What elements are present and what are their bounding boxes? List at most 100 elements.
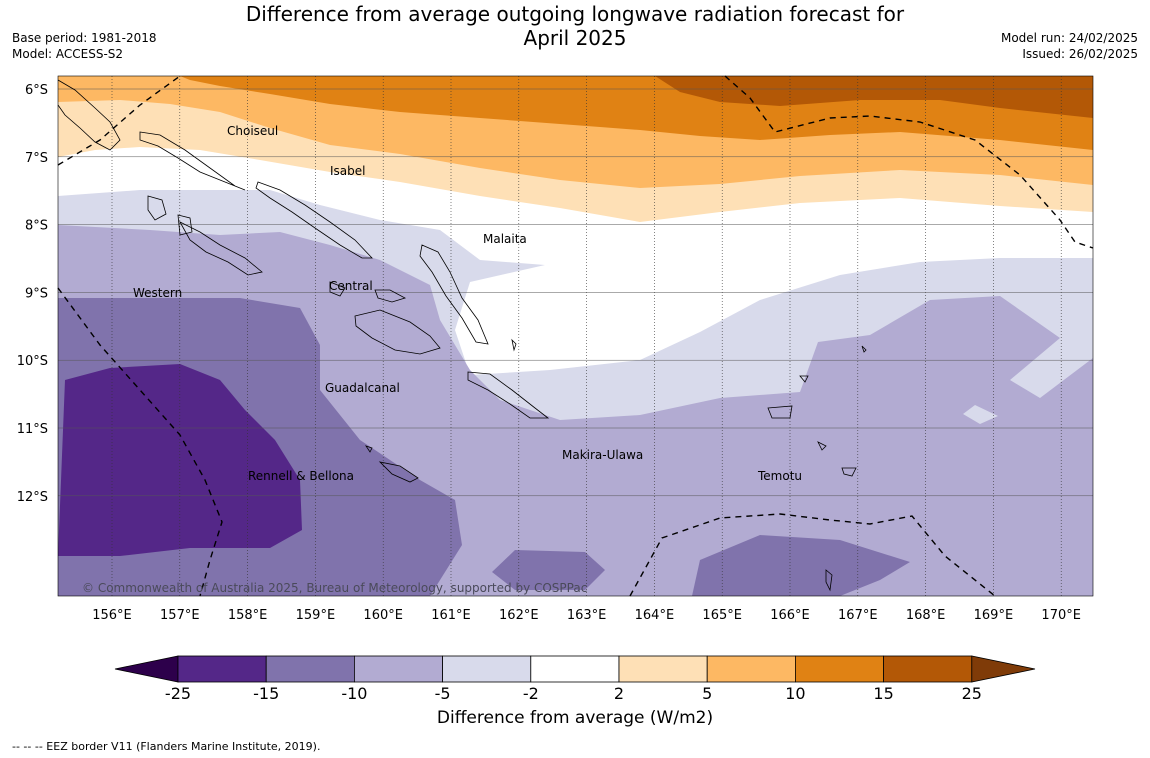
label-choiseul: Choiseul bbox=[227, 124, 278, 138]
label-isabel: Isabel bbox=[330, 164, 365, 178]
meta-left: Base period: 1981-2018 Model: ACCESS-S2 bbox=[12, 30, 157, 62]
coast-vanikoro bbox=[841, 467, 857, 477]
coast-utupua bbox=[817, 441, 827, 451]
colorbar-segment bbox=[618, 655, 708, 683]
colorbar-segment bbox=[795, 655, 885, 683]
lon-tick-label: 156°E bbox=[92, 608, 132, 623]
eez-west bbox=[57, 287, 223, 597]
longitude-axis: 156°E 157°E 158°E 159°E 160°E 161°E 162°E 163°E… bbox=[92, 608, 1081, 623]
colorbar-segment bbox=[177, 655, 267, 683]
colorbar-extend-low bbox=[114, 655, 179, 683]
lon-tick-label: 161°E bbox=[431, 608, 471, 623]
lat-tick-label: 9°S bbox=[25, 286, 48, 301]
colorbar-segment bbox=[265, 655, 355, 683]
eez-legend-footer: -- -- -- EEZ border V11 (Flanders Marine… bbox=[12, 740, 321, 753]
chart-title: Difference from average outgoing longwav… bbox=[0, 2, 1150, 50]
coast-santa-cruz bbox=[767, 405, 793, 419]
coast-malaita bbox=[419, 244, 489, 345]
lat-tick-label: 6°S bbox=[25, 83, 48, 98]
base-period: Base period: 1981-2018 bbox=[12, 31, 157, 45]
coast-kolombangara bbox=[177, 214, 193, 236]
coast-rennell bbox=[378, 461, 419, 483]
colorbar-segment bbox=[706, 655, 796, 683]
label-rennell-bellona: Rennell & Bellona bbox=[248, 469, 354, 483]
lat-tick-label: 8°S bbox=[25, 219, 48, 234]
colorbar-tick-label: -25 bbox=[165, 684, 191, 703]
colorbar-segment bbox=[353, 655, 443, 683]
label-makira-ulawa: Makira-Ulawa bbox=[562, 448, 643, 462]
lon-tick-label: 163°E bbox=[567, 608, 607, 623]
coast-isabel bbox=[255, 181, 373, 259]
lon-tick-label: 158°E bbox=[228, 608, 268, 623]
colorbar-segment bbox=[530, 655, 620, 683]
lon-tick-label: 159°E bbox=[296, 608, 336, 623]
eez-north-east bbox=[724, 75, 1094, 249]
lon-tick-label: 165°E bbox=[702, 608, 742, 623]
lat-tick-label: 7°S bbox=[25, 151, 48, 166]
coast-vella bbox=[147, 195, 167, 221]
colorbar-tick-label: -10 bbox=[341, 684, 367, 703]
meta-right: Model run: 24/02/2025 Issued: 26/02/2025 bbox=[1001, 30, 1138, 62]
eez-borders bbox=[57, 75, 1094, 597]
coast-tikopia bbox=[825, 569, 833, 592]
lon-tick-label: 162°E bbox=[499, 608, 539, 623]
colorbar-segment bbox=[442, 655, 532, 683]
coast-guadalcanal bbox=[354, 309, 441, 355]
colorbar-tick-label: 10 bbox=[785, 684, 805, 703]
model-name: Model: ACCESS-S2 bbox=[12, 47, 124, 61]
colorbar-tick-label: 25 bbox=[962, 684, 982, 703]
colorbar-tick-label: 5 bbox=[702, 684, 712, 703]
colorbar-tick-label: -5 bbox=[435, 684, 451, 703]
copyright-notice: © Commonwealth of Australia 2025, Bureau… bbox=[82, 581, 587, 595]
lon-tick-label: 164°E bbox=[635, 608, 675, 623]
label-malaita: Malaita bbox=[483, 232, 527, 246]
lon-tick-label: 157°E bbox=[160, 608, 200, 623]
lat-tick-label: 10°S bbox=[17, 354, 48, 369]
lon-tick-label: 166°E bbox=[770, 608, 810, 623]
region-labels: Choiseul Isabel Malaita Western Central … bbox=[133, 124, 802, 483]
map-field bbox=[58, 76, 1093, 596]
coast-nggela bbox=[374, 289, 407, 303]
colorbar-tick-label: -15 bbox=[253, 684, 279, 703]
band-15-to-25 bbox=[655, 76, 1093, 118]
lon-tick-label: 160°E bbox=[363, 608, 403, 623]
coast-russell bbox=[329, 281, 346, 297]
lon-tick-label: 168°E bbox=[906, 608, 946, 623]
eez-south bbox=[629, 513, 996, 597]
colorbar-tick-label: 15 bbox=[873, 684, 893, 703]
lat-tick-label: 12°S bbox=[17, 490, 48, 505]
band-white-island bbox=[963, 405, 998, 424]
coast-bellona bbox=[365, 445, 373, 453]
latitude-axis: 6°S 7°S 8°S 9°S 10°S 11°S 12°S bbox=[17, 83, 48, 505]
lat-tick-label: 11°S bbox=[17, 422, 48, 437]
coast-choiseul bbox=[139, 131, 246, 191]
coast-bougainville bbox=[57, 79, 121, 151]
lon-tick-label: 169°E bbox=[974, 608, 1014, 623]
band-minus15-to-minus10-southeast bbox=[692, 535, 910, 596]
colorbar: -25 -15 -10 -5 -2 2 5 10 15 25 bbox=[114, 655, 1036, 703]
label-central: Central bbox=[329, 279, 373, 293]
coast-new-georgia bbox=[179, 221, 263, 276]
label-western: Western bbox=[133, 286, 182, 300]
gridlines bbox=[58, 76, 1093, 596]
coast-ontong bbox=[511, 338, 517, 352]
lon-tick-label: 170°E bbox=[1041, 608, 1081, 623]
colorbar-title: Difference from average (W/m2) bbox=[436, 708, 714, 728]
colorbar-segment bbox=[883, 655, 973, 683]
label-temotu: Temotu bbox=[757, 469, 802, 483]
title-line-1: Difference from average outgoing longwav… bbox=[245, 2, 905, 26]
coast-makira bbox=[467, 371, 550, 419]
band-minus15-to-minus10-south bbox=[492, 550, 605, 590]
map-frame bbox=[57, 75, 1094, 597]
coast-anuta bbox=[861, 345, 867, 353]
eez-north-west bbox=[57, 75, 181, 166]
issued-date: Issued: 26/02/2025 bbox=[1022, 47, 1138, 61]
label-guadalcanal: Guadalcanal bbox=[325, 381, 400, 395]
lon-tick-label: 167°E bbox=[838, 608, 878, 623]
colorbar-tick-label: -2 bbox=[523, 684, 539, 703]
colorbar-extend-high bbox=[971, 655, 1036, 683]
title-line-2: April 2025 bbox=[523, 26, 627, 50]
model-run: Model run: 24/02/2025 bbox=[1000, 31, 1138, 45]
colorbar-tick-label: 2 bbox=[614, 684, 624, 703]
